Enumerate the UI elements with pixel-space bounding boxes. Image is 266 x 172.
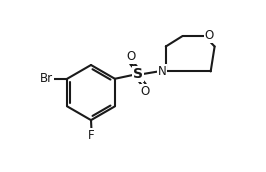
Text: N: N xyxy=(158,65,167,78)
Text: Br: Br xyxy=(40,72,53,85)
Text: O: O xyxy=(126,51,135,63)
Text: O: O xyxy=(204,29,213,42)
Text: N: N xyxy=(158,65,167,78)
Text: F: F xyxy=(88,129,95,142)
Text: O: O xyxy=(141,85,150,98)
Text: S: S xyxy=(133,67,143,81)
